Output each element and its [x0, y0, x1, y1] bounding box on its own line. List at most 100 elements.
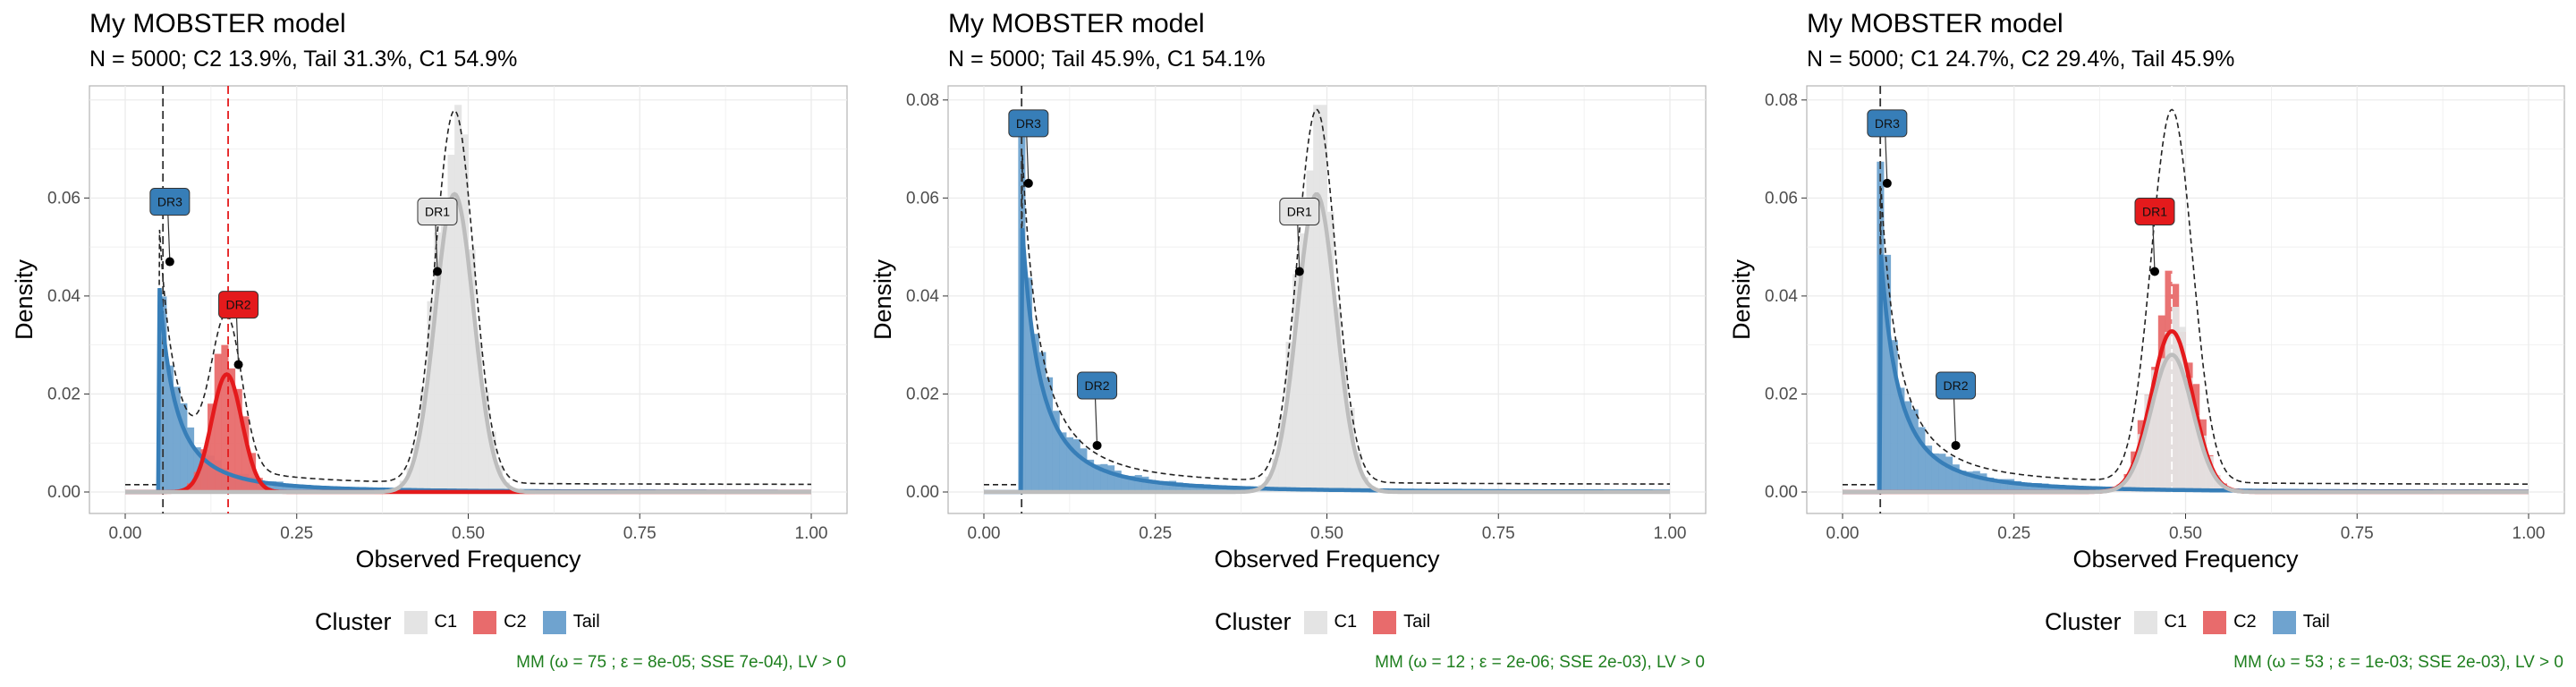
- driver-label-text: DR3: [1875, 116, 1900, 131]
- y-tick-label: 0.04: [47, 287, 80, 306]
- y-tick-label: 0.00: [47, 483, 80, 502]
- histogram-bar: [1148, 479, 1157, 492]
- legend-title: Cluster: [2045, 608, 2122, 635]
- histogram-bar: [1299, 233, 1307, 492]
- histogram-bar: [1265, 476, 1273, 492]
- histogram-bar: [488, 431, 496, 492]
- y-axis-label: Density: [869, 259, 896, 340]
- legend: Cluster C1 C2 Tail: [2045, 608, 2346, 636]
- histogram-bar: [2151, 369, 2159, 492]
- histogram-bar: [1918, 427, 1926, 492]
- histogram-bar: [1175, 482, 1183, 492]
- driver-label-leader: [1885, 136, 1888, 183]
- x-axis-label: Observed Frequency: [1214, 546, 1440, 572]
- histogram-bar: [1326, 211, 1335, 493]
- histogram-bar: [1993, 479, 2001, 492]
- histogram-bar: [283, 483, 291, 492]
- x-tick-label: 0.50: [2169, 524, 2202, 543]
- driver-label-leader: [435, 225, 438, 272]
- histogram-bar: [454, 105, 462, 493]
- chart-subtitle: N = 5000; Tail 45.9%, C1 54.1%: [948, 47, 1266, 72]
- x-tick-label: 0.25: [1139, 524, 1172, 543]
- driver-label-text: DR1: [1287, 205, 1312, 219]
- legend-title: Cluster: [1215, 608, 1292, 635]
- histogram-bar: [1945, 456, 1953, 492]
- histogram-bar: [2055, 486, 2063, 492]
- x-tick-label: 1.00: [2512, 524, 2546, 543]
- histogram-bar: [1025, 277, 1033, 492]
- driver-label-leader: [167, 215, 171, 262]
- histogram-bar: [1959, 471, 1967, 492]
- y-tick-label: 0.00: [906, 483, 939, 502]
- histogram-bar: [180, 403, 188, 492]
- histogram-bar: [1966, 471, 1974, 492]
- histogram-bar: [234, 388, 242, 492]
- density-line-c1: [125, 191, 811, 495]
- chart-subtitle: N = 5000; C1 24.7%, C2 29.4%, Tail 45.9%: [1807, 47, 2235, 72]
- driver-point: [432, 267, 442, 276]
- x-tick-label: 0.00: [968, 524, 1001, 543]
- driver-label-box: [417, 198, 458, 226]
- driver-label-box: [149, 188, 191, 216]
- histogram-bar: [1354, 452, 1362, 492]
- histogram-bar: [1938, 454, 1946, 492]
- histogram-bar: [1190, 484, 1198, 492]
- driver-point: [2149, 267, 2159, 276]
- driver-label-leader: [1094, 398, 1098, 445]
- histogram-bar: [1884, 254, 1892, 492]
- y-tick-label: 0.02: [906, 385, 939, 403]
- histogram-bar: [2165, 332, 2173, 492]
- x-tick-label: 0.75: [623, 524, 657, 543]
- histogram-bar: [1128, 475, 1136, 492]
- histogram-bar: [2000, 479, 2008, 492]
- legend-label-c2: C2: [2233, 612, 2257, 632]
- histogram-bar: [221, 344, 229, 492]
- y-axis-label: Density: [11, 259, 38, 340]
- histogram-bar: [208, 403, 216, 492]
- caption: MM (ω = 53 ; ε = 1e-03; SSE 2e-03), LV >…: [2233, 653, 2563, 672]
- y-tick-label: 0.02: [47, 385, 80, 403]
- driver-point: [165, 257, 174, 267]
- legend-label-tail: Tail: [572, 612, 600, 632]
- histogram-bar: [1100, 463, 1108, 492]
- histogram-bar: [1306, 170, 1314, 492]
- legend-key-tail: [2272, 610, 2296, 634]
- y-tick-label: 0.06: [47, 189, 80, 208]
- x-tick-label: 0.50: [452, 524, 485, 543]
- histogram-bar: [1141, 476, 1149, 492]
- histogram-bar: [2013, 480, 2021, 492]
- histogram-bar: [468, 249, 476, 492]
- x-axis-label: Observed Frequency: [355, 546, 581, 572]
- driver-label-box: [1077, 371, 1118, 400]
- histogram-bar: [2123, 477, 2131, 492]
- histogram-bar: [290, 485, 298, 492]
- mixture-density-line: [125, 109, 811, 486]
- histogram-bar: [1107, 465, 1115, 492]
- driver-point: [1951, 440, 1961, 450]
- legend-key-c1: [403, 610, 428, 634]
- histogram-bar: [2172, 307, 2180, 492]
- driver-label-box: [1936, 371, 1977, 400]
- legend-key-c1: [1303, 610, 1327, 634]
- legend-key-c2: [2203, 610, 2227, 634]
- x-tick-label: 0.75: [2341, 524, 2374, 543]
- histogram-bar: [1347, 407, 1355, 492]
- driver-label-text: DR2: [1944, 378, 1969, 393]
- histogram-bar: [1066, 437, 1074, 492]
- panel-1: My MOBSTER model N = 5000; C2 13.9%, Tai…: [0, 0, 859, 687]
- histogram-bar: [242, 416, 250, 492]
- driver-label-box: [1008, 109, 1049, 138]
- histogram-bar: [1897, 387, 1905, 492]
- y-tick-label: 0.04: [1765, 287, 1798, 306]
- y-tick-label: 0.08: [906, 91, 939, 110]
- histogram-bar: [1038, 352, 1046, 492]
- legend-label-tail: Tail: [1403, 612, 1431, 632]
- y-axis-label: Density: [1728, 259, 1755, 340]
- histogram-bar: [249, 453, 257, 492]
- driver-label-text: DR2: [226, 298, 251, 312]
- legend-key-tail: [542, 610, 566, 634]
- histogram-bar: [1987, 477, 1995, 492]
- driver-point: [1882, 178, 1892, 188]
- histogram-bar: [2213, 475, 2221, 492]
- driver-label-text: DR3: [157, 195, 182, 209]
